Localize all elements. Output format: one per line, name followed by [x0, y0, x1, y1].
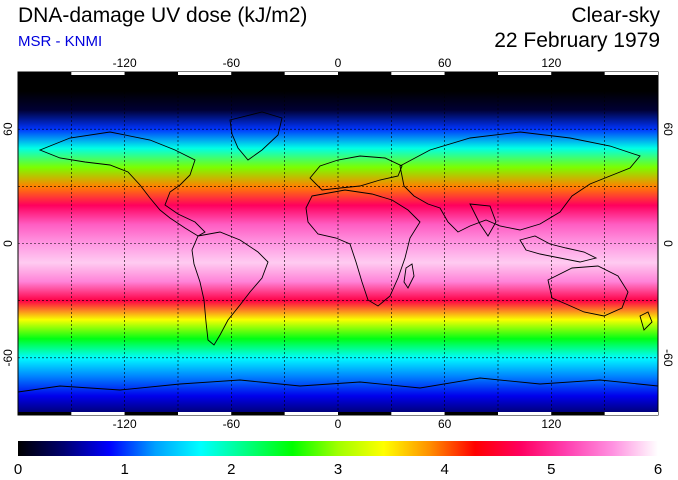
colorbar-tick-label: 6	[654, 461, 662, 478]
frame-band-top	[231, 72, 285, 75]
frame-band-bottom	[444, 412, 498, 415]
lat-tick-label-right: -60	[661, 349, 675, 367]
lat-tick-label-right: 0	[661, 240, 675, 247]
lon-tick-label-top: -60	[223, 56, 241, 70]
lat-tick-label-left: -60	[1, 349, 15, 367]
frame-band-top	[124, 72, 178, 75]
colorbar-tick-label: 3	[334, 461, 342, 478]
lon-tick-label-bottom: 0	[335, 417, 342, 431]
frame-band-bottom	[124, 412, 178, 415]
lat-tick-label-left: 0	[1, 240, 15, 247]
asia-outline	[399, 131, 641, 233]
frame-band-top	[604, 72, 658, 75]
lat-tick-label-right: 60	[661, 122, 675, 136]
antarctica-outline	[18, 377, 658, 393]
frame-band-bottom	[231, 412, 285, 415]
colorbar-tick-label: 1	[120, 461, 128, 478]
data-source: MSR - KNMI	[18, 33, 103, 50]
frame-band-bottom	[18, 412, 72, 415]
frame-band-top	[391, 72, 445, 75]
lon-tick-label-bottom: -60	[223, 417, 241, 431]
frame-band-bottom	[338, 412, 392, 415]
sky-condition: Clear-sky	[571, 4, 660, 27]
lon-tick-label-bottom: -120	[113, 417, 137, 431]
colorbar-tick-label: 0	[14, 461, 22, 478]
lat-tick-label-left: 60	[1, 122, 15, 136]
lon-tick-label-bottom: 120	[541, 417, 561, 431]
frame-band-top	[18, 72, 72, 75]
lon-tick-label-top: -120	[113, 56, 137, 70]
frame-band-bottom	[71, 412, 125, 415]
frame-band-bottom	[391, 412, 445, 415]
frame-band-top	[178, 72, 232, 75]
colorbar-ticks: 0 1 2 3 4 5 6	[14, 461, 662, 478]
lon-tick-label-top: 120	[541, 56, 561, 70]
frame-band-top	[551, 72, 605, 75]
colorbar-tick-label: 2	[227, 461, 235, 478]
africa-outline	[305, 189, 421, 307]
frame-band-bottom	[604, 412, 658, 415]
axis-ticks: -120 -120 -60 -60 0 0 60 60 120 120 60 60 0 0 -60 -60	[1, 56, 675, 431]
frame-band-top	[284, 72, 338, 75]
frame-band-top	[71, 72, 125, 75]
indonesia-outline	[519, 235, 598, 263]
colorbar	[18, 441, 658, 456]
frame-band-bottom	[551, 412, 605, 415]
lon-tick-label-bottom: 60	[438, 417, 452, 431]
india-outline	[469, 203, 497, 237]
map-date: 22 February 1979	[494, 29, 660, 52]
gridlines	[18, 72, 658, 415]
continent-outlines	[18, 111, 658, 393]
frame-band-top	[338, 72, 392, 75]
frame-band-bottom	[498, 412, 552, 415]
colorbar-tick-label: 4	[440, 461, 448, 478]
frame-band-bottom	[178, 412, 232, 415]
australia-outline	[547, 265, 629, 317]
colorbar-tick-label: 5	[547, 461, 555, 478]
lon-tick-label-top: 60	[438, 56, 452, 70]
map-title: DNA-damage UV dose (kJ/m2)	[18, 4, 308, 27]
europe-outline	[309, 155, 403, 191]
greenland-outline	[229, 111, 283, 161]
frame-band-top	[444, 72, 498, 75]
lon-tick-label-top: 0	[335, 56, 342, 70]
frame-band-bottom	[284, 412, 338, 415]
new-zealand-outline	[639, 311, 653, 331]
north-america-outline	[38, 131, 206, 237]
frame-band-top	[498, 72, 552, 75]
south-america-outline	[191, 231, 269, 346]
madagascar-outline	[403, 263, 415, 289]
